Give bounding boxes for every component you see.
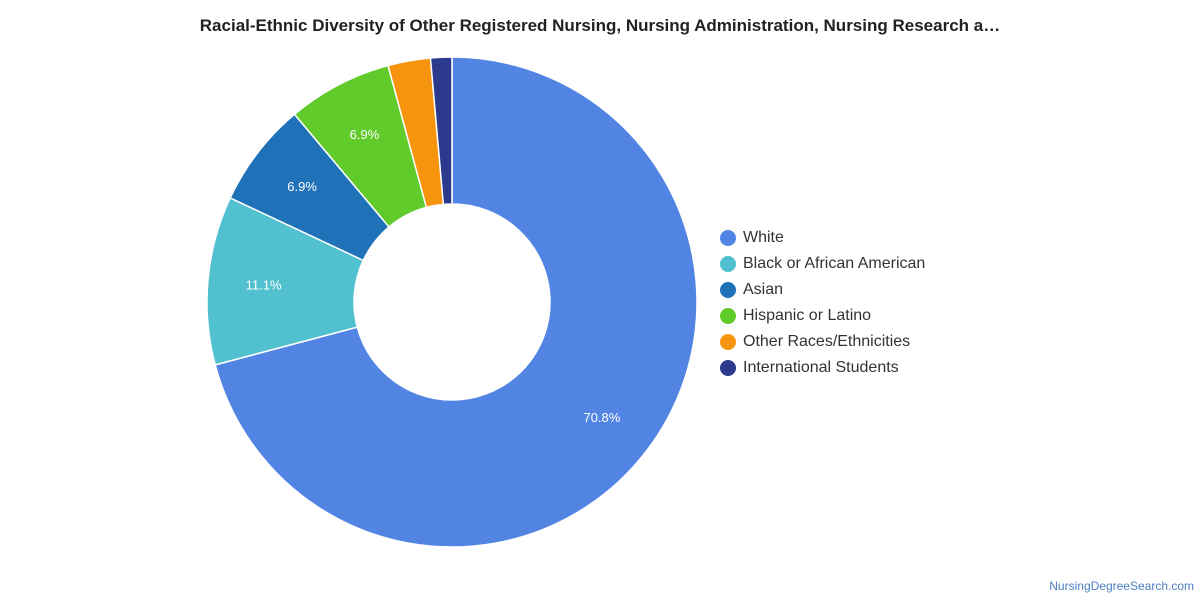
legend-swatch-icon — [720, 282, 736, 298]
legend: White Black or African American Asian Hispa… — [720, 228, 925, 384]
legend-item-hispanic-or-latino[interactable]: Hispanic or Latino — [720, 306, 925, 332]
legend-swatch-icon — [720, 230, 736, 246]
legend-label: Hispanic or Latino — [743, 307, 872, 324]
slice-label-asian: 6.9% — [287, 179, 317, 194]
legend-swatch-icon — [720, 256, 736, 272]
legend-label: International Students — [743, 359, 899, 376]
source-credit-link[interactable]: NursingDegreeSearch.com — [1049, 579, 1194, 593]
legend-label: Black or African American — [743, 255, 926, 272]
legend-item-international-students[interactable]: International Students — [720, 358, 925, 384]
slice-label-hispanic-or-latino: 6.9% — [350, 127, 380, 142]
slice-label-black-or-african-american: 11.1% — [246, 278, 282, 293]
legend-label: Other Races/Ethnicities — [743, 333, 911, 350]
slice-label-white: 70.8% — [583, 410, 620, 425]
chart-title: Racial-Ethnic Diversity of Other Registe… — [199, 16, 1001, 35]
legend-swatch-icon — [720, 308, 736, 324]
slice-white[interactable] — [214, 56, 698, 548]
legend-swatch-icon — [720, 334, 736, 350]
legend-item-asian[interactable]: Asian — [720, 280, 925, 306]
legend-swatch-icon — [720, 360, 736, 376]
slice-black-or-african-american[interactable] — [206, 196, 365, 366]
slice-international-students[interactable] — [429, 56, 453, 206]
legend-item-black-or-african-american[interactable]: Black or African American — [720, 254, 925, 280]
legend-label: White — [743, 229, 784, 246]
legend-label: Asian — [743, 281, 784, 298]
legend-item-white[interactable]: White — [720, 228, 925, 254]
legend-item-other-races-ethnicities[interactable]: Other Races/Ethnicities — [720, 332, 925, 358]
